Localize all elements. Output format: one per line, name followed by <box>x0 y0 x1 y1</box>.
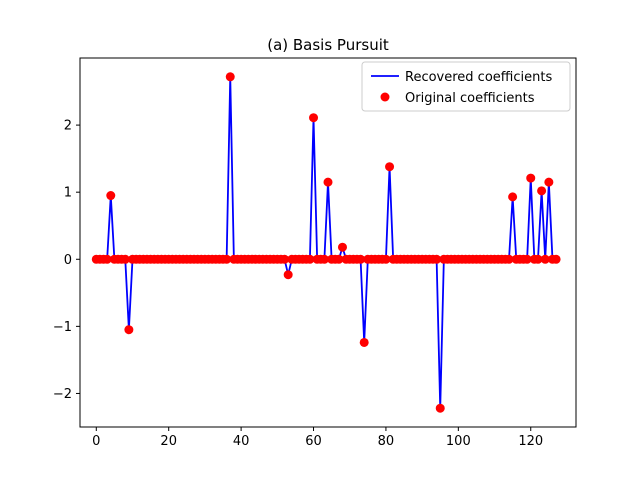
y-ticks: −2 −1 0 1 2 <box>53 119 80 402</box>
original-coefficient-point <box>508 192 518 202</box>
original-coefficient-point <box>309 113 319 123</box>
original-coefficient-point <box>551 254 561 264</box>
y-tick-label: −1 <box>53 320 72 335</box>
legend: Recovered coefficients Original coeffici… <box>361 61 571 112</box>
original-coefficient-point <box>222 254 232 264</box>
original-coefficient-point <box>124 325 134 335</box>
original-coefficient-point <box>319 254 329 264</box>
y-tick-label: 1 <box>64 186 72 201</box>
original-coefficient-point <box>522 254 532 264</box>
original-coefficient-point <box>283 270 293 280</box>
original-coefficient-point <box>102 254 112 264</box>
original-coefficient-point <box>432 254 442 264</box>
original-coefficient-point <box>120 254 130 264</box>
x-tick-label: 60 <box>305 434 322 449</box>
original-coefficient-point <box>385 162 395 172</box>
x-tick-label: 20 <box>160 434 177 449</box>
original-coefficient-point <box>305 254 315 264</box>
x-tick-label: 40 <box>233 434 250 449</box>
legend-marker-swatch <box>380 92 390 102</box>
y-tick-label: 0 <box>64 253 72 268</box>
original-coefficient-point <box>106 191 116 201</box>
original-coefficient-point <box>504 254 514 264</box>
original-coefficient-point <box>225 72 235 82</box>
original-coefficient-point <box>544 177 554 187</box>
original-coefficient-point <box>381 254 391 264</box>
legend-label-recovered: Recovered coefficients <box>405 70 552 85</box>
original-coefficient-point <box>526 173 536 183</box>
original-coefficient-point <box>435 403 445 413</box>
original-coefficient-point <box>337 242 347 252</box>
original-coefficient-point <box>334 254 344 264</box>
x-tick-label: 100 <box>446 434 471 449</box>
original-coefficient-point <box>533 254 543 264</box>
chart-title: (a) Basis Pursuit <box>267 36 389 54</box>
legend-box <box>361 61 571 112</box>
x-tick-label: 80 <box>378 434 395 449</box>
original-coefficient-point <box>540 254 550 264</box>
y-tick-label: 2 <box>64 119 72 134</box>
original-coefficient-point <box>537 186 547 196</box>
x-ticks: 0 20 40 60 80 100 120 <box>92 427 543 449</box>
plot-frame <box>79 57 577 428</box>
original-coefficient-point <box>280 254 290 264</box>
original-coefficients-markers <box>91 72 561 413</box>
legend-label-original: Original coefficients <box>405 91 535 106</box>
x-tick-label: 0 <box>92 434 100 449</box>
y-tick-label: −2 <box>53 387 72 402</box>
x-tick-label: 120 <box>518 434 543 449</box>
original-coefficient-point <box>356 254 366 264</box>
original-coefficient-point <box>323 177 333 187</box>
original-coefficient-point <box>359 337 369 347</box>
